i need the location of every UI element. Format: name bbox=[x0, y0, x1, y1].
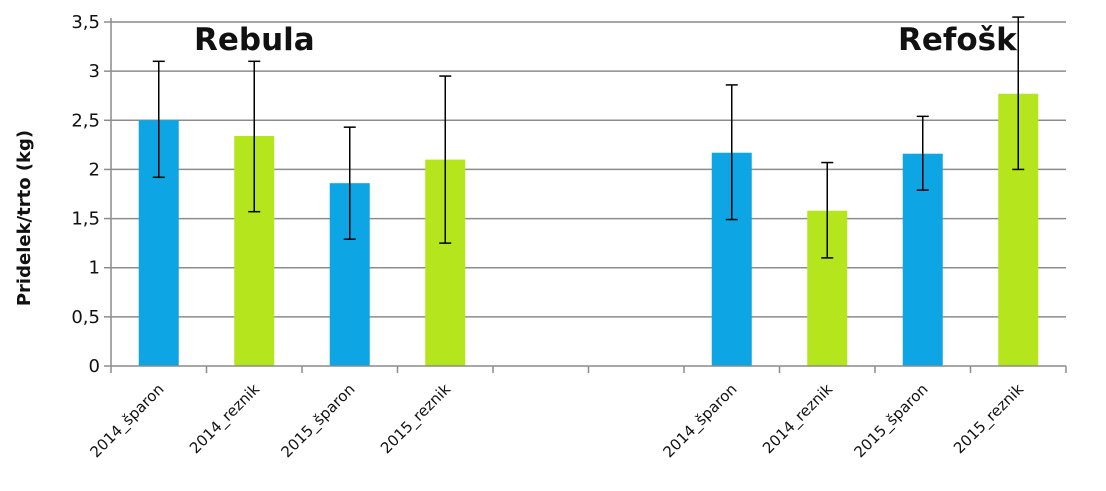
y-tick-label: 0 bbox=[89, 356, 100, 377]
x-tick-labels: 2014_šparon 2014_reznik 2015_šparon 2015_re… bbox=[86, 380, 1028, 462]
y-tick-label: 3,5 bbox=[71, 12, 100, 33]
y-tick-label: 1 bbox=[89, 258, 100, 279]
y-tick-label: 1,5 bbox=[71, 209, 100, 230]
x-tick-label: 2015_šparon bbox=[277, 380, 359, 462]
x-tick-label: 2015_reznik bbox=[950, 380, 1028, 458]
x-tick-label: 2015_šparon bbox=[850, 380, 932, 462]
y-tick-label: 3 bbox=[89, 61, 100, 82]
axes bbox=[110, 18, 1067, 373]
x-tick-label: 2014_reznik bbox=[759, 380, 837, 458]
bars bbox=[138, 93, 1039, 367]
y-tick-labels: 0 0,5 1 1,5 2 2,5 3 3,5 bbox=[71, 12, 100, 377]
x-tick-label: 2014_reznik bbox=[186, 380, 264, 458]
x-tick-label: 2014_šparon bbox=[86, 380, 168, 462]
group-label-refosk: Refošk bbox=[898, 22, 1018, 58]
error-bars bbox=[152, 16, 1025, 259]
y-tick-label: 2,5 bbox=[71, 110, 100, 131]
x-tick-label: 2014_šparon bbox=[659, 380, 741, 462]
y-tick-label: 0,5 bbox=[71, 307, 100, 328]
group-label-rebula: Rebula bbox=[194, 22, 315, 58]
y-tick-label: 2 bbox=[89, 159, 100, 180]
x-tick-label: 2015_reznik bbox=[377, 380, 455, 458]
y-axis-label: Pridelek/trto (kg) bbox=[14, 130, 35, 306]
